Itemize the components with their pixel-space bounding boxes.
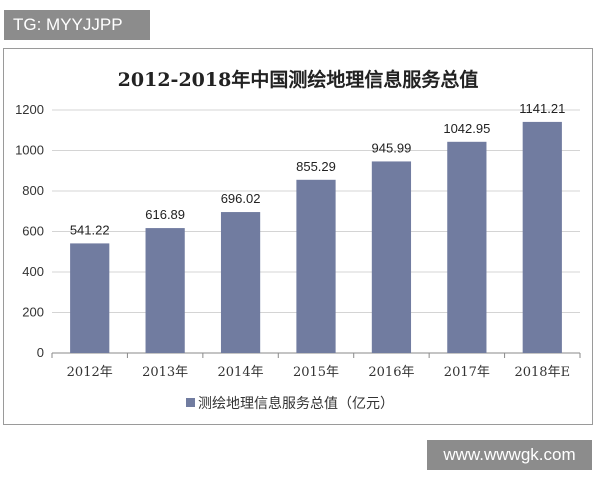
data-label: 1141.21 [519, 101, 565, 116]
x-tick-label: 2015年 [293, 365, 339, 380]
x-axis-ticks: 2012年 2013年 2014年 2015年 2016年 2017年 2018年E [67, 365, 570, 380]
watermark-bottom: www.wwwgk.com [427, 440, 592, 470]
y-tick-label: 200 [22, 305, 44, 320]
x-tick-label: 2016年 [368, 365, 414, 380]
data-label: 945.99 [372, 140, 412, 155]
data-label: 696.02 [221, 191, 261, 206]
data-label: 1042.95 [443, 121, 490, 136]
legend: 测绘地理信息服务总值（亿元） [186, 395, 394, 412]
bar [371, 161, 412, 353]
bar [522, 121, 562, 354]
y-tick-label: 0 [37, 345, 44, 360]
bar [296, 179, 336, 353]
y-tick-label: 1000 [15, 143, 44, 158]
x-tick-label: 2012年 [67, 365, 113, 380]
x-tick-label: 2014年 [218, 365, 264, 380]
bar [145, 228, 185, 353]
bar [70, 243, 110, 353]
bars [70, 121, 562, 354]
y-axis-ticks: 0 200 400 600 800 1000 1200 [15, 102, 44, 360]
bar [447, 141, 487, 353]
x-tick-label: 2013年 [142, 365, 188, 380]
data-labels: 541.22 616.89 696.02 855.29 945.99 1042.95 114… [70, 101, 565, 237]
y-tick-label: 1200 [15, 102, 44, 117]
data-label: 855.29 [296, 159, 336, 174]
data-label: 541.22 [70, 222, 110, 237]
data-label: 616.89 [145, 207, 185, 222]
y-tick-label: 800 [22, 183, 44, 198]
x-tick-label: 2017年 [444, 365, 490, 380]
watermark-top: TG: MYYJJPP [4, 10, 150, 40]
y-tick-label: 400 [22, 264, 44, 279]
chart-title: 2012-2018年中国测绘地理信息服务总值 [118, 68, 479, 91]
x-tick-label: 2018年E [514, 365, 570, 380]
bar [220, 212, 261, 353]
y-tick-label: 600 [22, 224, 44, 239]
legend-swatch [186, 398, 195, 407]
legend-label: 测绘地理信息服务总值（亿元） [198, 395, 394, 412]
